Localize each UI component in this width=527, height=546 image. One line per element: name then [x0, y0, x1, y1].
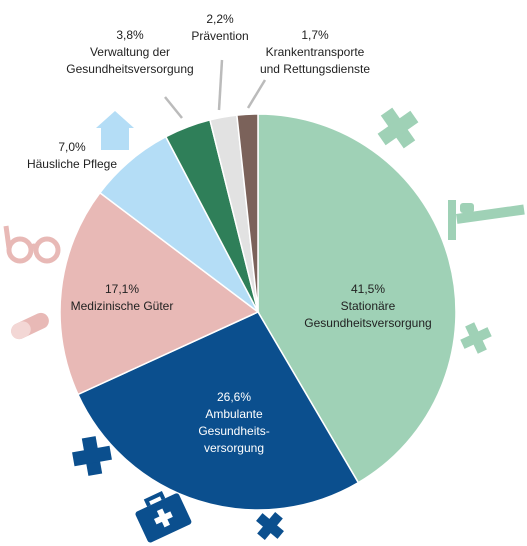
icons: [3, 107, 525, 543]
pie-slice: [236, 113, 259, 313]
category-label: und Rettungsdienste: [260, 62, 370, 76]
pill-icon: [11, 312, 49, 340]
cross-icon: [377, 107, 419, 149]
pie-slice: [59, 191, 260, 396]
value-label: 2,2%: [206, 12, 234, 26]
slices: [59, 113, 457, 511]
category-label: Ambulante: [205, 407, 263, 421]
category-label: Häusliche Pflege: [27, 157, 117, 171]
leader-line: [164, 96, 183, 119]
value-label: 17,1%: [105, 282, 139, 296]
bed-icon: [448, 200, 525, 240]
value-label: 7,0%: [58, 140, 86, 154]
house-icon: [96, 111, 134, 150]
pie-slice: [76, 311, 360, 511]
value-label: 1,7%: [301, 28, 329, 42]
leader-line: [246, 79, 267, 109]
value-label: 26,6%: [217, 390, 251, 404]
category-label: Stationäre: [341, 299, 396, 313]
category-label: Gesundheitsversorgung: [66, 62, 193, 76]
category-label: Prävention: [191, 29, 248, 43]
cross-icon-small: [460, 322, 492, 354]
cross-icon-blue-small: [256, 512, 284, 540]
category-label: Krankentransporte: [266, 45, 365, 59]
leader-line: [217, 59, 224, 111]
category-label: Verwaltung der: [90, 45, 170, 59]
category-label: Gesundheits-: [198, 424, 269, 438]
category-label: versorgung: [204, 441, 264, 455]
cross-icon-blue: [72, 436, 112, 476]
medkit-icon: [135, 491, 192, 543]
glasses-icon: [3, 225, 61, 264]
category-label: Gesundheitsversorgung: [304, 316, 431, 330]
leader-lines: [164, 59, 267, 119]
category-label: Medizinische Güter: [71, 299, 174, 313]
value-label: 3,8%: [116, 28, 144, 42]
value-label: 41,5%: [351, 282, 385, 296]
pie-slice: [257, 113, 457, 484]
